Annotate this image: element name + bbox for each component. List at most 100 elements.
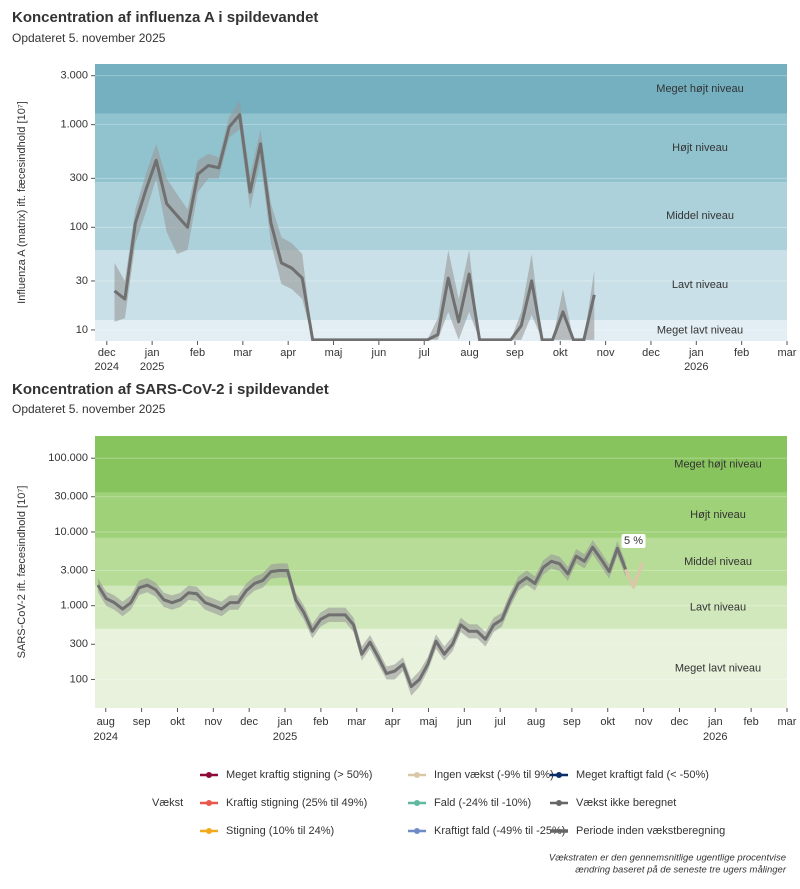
- legend-marker: [556, 772, 562, 778]
- level-label: Højt niveau: [690, 509, 746, 521]
- x-tick-label: dec: [240, 716, 258, 728]
- legend-marker: [414, 828, 420, 834]
- legend-label: Stigning (10% til 24%): [226, 825, 334, 837]
- level-label: Middel niveau: [684, 556, 752, 568]
- legend-title: Vækst: [152, 797, 183, 809]
- level-label: Meget højt niveau: [656, 83, 743, 95]
- y-tick-label: 3.000: [60, 70, 88, 82]
- level-label: Lavt niveau: [690, 601, 746, 613]
- x-tick-label: aug: [527, 716, 545, 728]
- x-tick-label: aug: [460, 347, 478, 359]
- x-tick-label: jan: [688, 347, 704, 359]
- level-label: Meget lavt niveau: [675, 662, 761, 674]
- x-tick-label: jun: [456, 716, 472, 728]
- x-year-label: 2024: [95, 361, 119, 373]
- level-label: Meget lavt niveau: [657, 324, 743, 336]
- legend-label: Ingen vækst (-9% til 9%): [434, 769, 554, 781]
- x-tick-label: dec: [98, 347, 116, 359]
- legend-marker: [556, 800, 562, 806]
- level-band: [95, 492, 787, 538]
- legend-label: Vækst ikke beregnet: [576, 797, 676, 809]
- level-label: Lavt niveau: [672, 279, 728, 291]
- x-tick-label: mar: [778, 347, 797, 359]
- y-axis-label: Influenza A (matrix) ift. fæcesindhold […: [16, 101, 28, 304]
- x-year-label: 2026: [703, 731, 727, 743]
- x-tick-label: aug: [97, 716, 115, 728]
- x-tick-label: sep: [133, 716, 151, 728]
- growth-label-box: [621, 533, 646, 548]
- x-tick-label: feb: [190, 347, 205, 359]
- x-tick-label: okt: [600, 716, 615, 728]
- x-tick-label: nov: [597, 347, 615, 359]
- x-tick-label: jan: [277, 716, 293, 728]
- x-year-label: 2025: [273, 731, 297, 743]
- legend-label: Meget kraftig stigning (> 50%): [226, 769, 372, 781]
- projection-line: [624, 562, 645, 589]
- y-tick-label: 30: [76, 275, 88, 287]
- level-band: [95, 537, 787, 586]
- x-tick-label: nov: [635, 716, 653, 728]
- level-band: [95, 436, 787, 493]
- x-tick-label: maj: [325, 347, 343, 359]
- legend-marker: [414, 800, 420, 806]
- data-line: [113, 113, 596, 341]
- y-tick-label: 1.000: [60, 119, 88, 131]
- x-tick-label: jan: [707, 716, 723, 728]
- legend-label: Periode inden vækstberegning: [576, 825, 725, 837]
- legend-label: Fald (-24% til -10%): [434, 797, 531, 809]
- level-label: Middel niveau: [666, 210, 734, 222]
- legend-marker: [206, 828, 212, 834]
- x-year-label: 2026: [684, 361, 708, 373]
- legend-marker: [206, 772, 212, 778]
- y-tick-label: 300: [70, 638, 88, 650]
- x-tick-label: apr: [385, 716, 401, 728]
- x-tick-label: apr: [280, 347, 296, 359]
- legend-marker: [206, 800, 212, 806]
- x-tick-label: dec: [642, 347, 660, 359]
- level-label: Meget højt niveau: [674, 458, 761, 470]
- x-tick-label: sep: [506, 347, 524, 359]
- legend-label: Kraftigt fald (-49% til -25%): [434, 825, 565, 837]
- y-tick-label: 30.000: [54, 491, 88, 503]
- x-tick-label: sep: [563, 716, 581, 728]
- y-tick-label: 100: [70, 673, 88, 685]
- level-band: [95, 64, 787, 114]
- y-tick-label: 10: [76, 324, 88, 336]
- y-tick-label: 100: [70, 221, 88, 233]
- x-tick-label: jun: [371, 347, 387, 359]
- x-tick-label: jan: [144, 347, 160, 359]
- chart-title: Koncentration af influenza A i spildevan…: [12, 9, 318, 26]
- level-band: [95, 182, 787, 251]
- legend-marker: [414, 772, 420, 778]
- x-tick-label: okt: [553, 347, 568, 359]
- growth-label: 5 %: [624, 535, 643, 547]
- y-tick-label: 300: [70, 172, 88, 184]
- x-tick-label: jul: [418, 347, 430, 359]
- legend-label: Meget kraftigt fald (< -50%): [576, 769, 709, 781]
- x-year-label: 2025: [140, 361, 164, 373]
- x-tick-label: feb: [743, 716, 758, 728]
- x-tick-label: maj: [420, 716, 438, 728]
- chart-subtitle: Opdateret 5. november 2025: [12, 31, 166, 45]
- y-tick-label: 10.000: [54, 526, 88, 538]
- x-tick-label: mar: [233, 347, 252, 359]
- y-tick-label: 100.000: [48, 452, 88, 464]
- y-tick-label: 1.000: [60, 600, 88, 612]
- x-tick-label: feb: [313, 716, 328, 728]
- data-line: [96, 545, 628, 689]
- chart-subtitle: Opdateret 5. november 2025: [12, 402, 166, 416]
- x-tick-label: mar: [778, 716, 797, 728]
- x-tick-label: mar: [347, 716, 366, 728]
- x-tick-label: feb: [734, 347, 749, 359]
- legend-label: Kraftig stigning (25% til 49%): [226, 797, 367, 809]
- plot-area: [113, 101, 596, 341]
- x-tick-label: nov: [204, 716, 222, 728]
- level-label: Højt niveau: [672, 142, 728, 154]
- x-tick-label: jul: [494, 716, 506, 728]
- footnote: ændring baseret på de seneste tre ugers …: [575, 865, 787, 876]
- x-tick-label: okt: [170, 716, 185, 728]
- y-tick-label: 3.000: [60, 564, 88, 576]
- plot-area: [96, 540, 645, 696]
- chart-title: Koncentration af SARS-CoV-2 i spildevand…: [12, 381, 329, 398]
